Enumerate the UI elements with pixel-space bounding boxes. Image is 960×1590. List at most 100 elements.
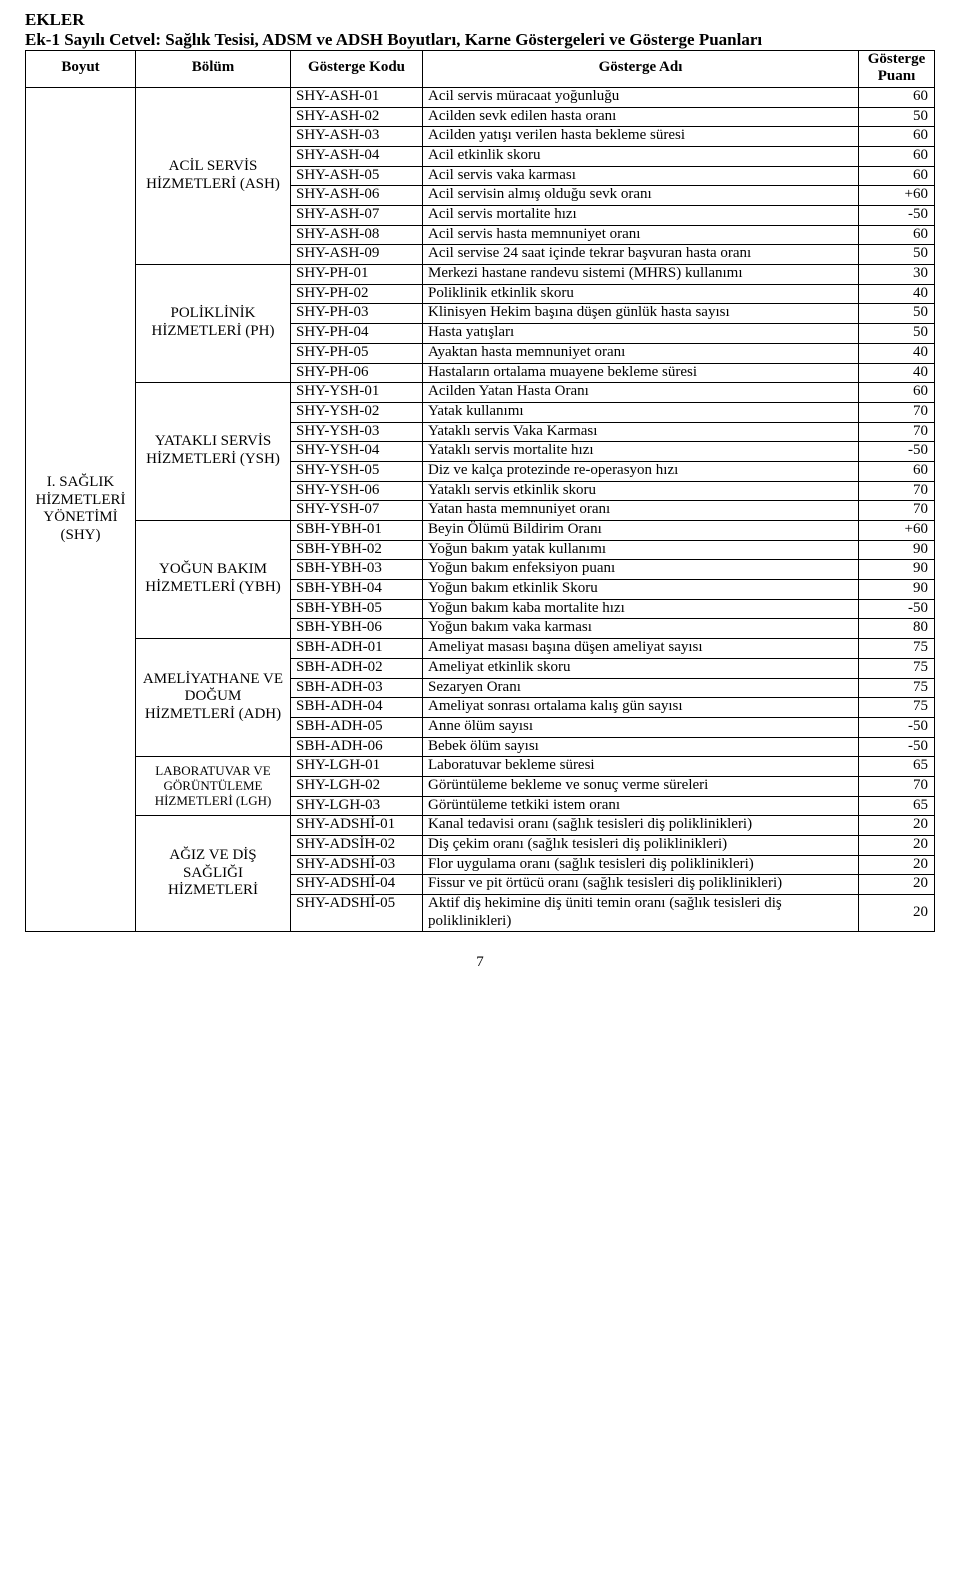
indicator-code: SHY-ASH-01 xyxy=(291,87,423,107)
indicator-name: Acil servis hasta memnuniyet oranı xyxy=(423,225,859,245)
indicator-code: SBH-YBH-04 xyxy=(291,580,423,600)
indicator-score: 50 xyxy=(859,304,935,324)
indicator-score: 20 xyxy=(859,836,935,856)
doc-heading: EKLER xyxy=(25,10,935,30)
indicator-code: SHY-ASH-04 xyxy=(291,146,423,166)
section-cell: LABORATUVAR VE GÖRÜNTÜLEME HİZMETLERİ (L… xyxy=(136,757,291,816)
section-cell: YOĞUN BAKIM HİZMETLERİ (YBH) xyxy=(136,521,291,639)
indicator-code: SHY-PH-04 xyxy=(291,324,423,344)
indicator-name: Ameliyat masası başına düşen ameliyat sa… xyxy=(423,639,859,659)
table-row: YATAKLI SERVİS HİZMETLERİ (YSH)SHY-YSH-0… xyxy=(26,383,935,403)
indicator-score: -50 xyxy=(859,442,935,462)
indicator-name: Bebek ölüm sayısı xyxy=(423,737,859,757)
indicator-score: 75 xyxy=(859,639,935,659)
indicator-code: SHY-ASH-03 xyxy=(291,127,423,147)
indicator-score: 40 xyxy=(859,343,935,363)
indicator-name: Diz ve kalça protezinde re-operasyon hız… xyxy=(423,461,859,481)
indicator-code: SHY-LGH-02 xyxy=(291,776,423,796)
indicator-score: 50 xyxy=(859,245,935,265)
indicator-score: -50 xyxy=(859,717,935,737)
indicator-score: 70 xyxy=(859,481,935,501)
indicator-code: SHY-YSH-04 xyxy=(291,442,423,462)
indicator-score: 20 xyxy=(859,875,935,895)
indicator-score: 40 xyxy=(859,363,935,383)
indicator-code: SHY-PH-06 xyxy=(291,363,423,383)
indicator-score: 60 xyxy=(859,87,935,107)
indicator-score: 50 xyxy=(859,324,935,344)
table-row: LABORATUVAR VE GÖRÜNTÜLEME HİZMETLERİ (L… xyxy=(26,757,935,777)
indicator-name: Klinisyen Hekim başına düşen günlük hast… xyxy=(423,304,859,324)
indicator-code: SBH-ADH-03 xyxy=(291,678,423,698)
indicator-name: Kanal tedavisi oranı (sağlık tesisleri d… xyxy=(423,816,859,836)
section-cell: YATAKLI SERVİS HİZMETLERİ (YSH) xyxy=(136,383,291,521)
indicator-code: SHY-ADSHİ-03 xyxy=(291,855,423,875)
indicator-score: 65 xyxy=(859,796,935,816)
indicator-code: SBH-ADH-01 xyxy=(291,639,423,659)
indicator-code: SBH-YBH-06 xyxy=(291,619,423,639)
indicator-score: -50 xyxy=(859,737,935,757)
indicator-code: SHY-YSH-01 xyxy=(291,383,423,403)
indicator-code: SBH-ADH-05 xyxy=(291,717,423,737)
indicator-name: Acil etkinlik skoru xyxy=(423,146,859,166)
col-adi: Gösterge Adı xyxy=(423,50,859,87)
indicator-name: Flor uygulama oranı (sağlık tesisleri di… xyxy=(423,855,859,875)
indicator-name: Beyin Ölümü Bildirim Oranı xyxy=(423,521,859,541)
indicator-score: 90 xyxy=(859,540,935,560)
indicator-name: Yataklı servis Vaka Karması xyxy=(423,422,859,442)
indicator-code: SHY-ADSHİ-05 xyxy=(291,895,423,932)
indicator-name: Acil servis müracaat yoğunluğu xyxy=(423,87,859,107)
doc-subtitle: Ek-1 Sayılı Cetvel: Sağlık Tesisi, ADSM … xyxy=(25,30,935,50)
indicator-code: SHY-ADSİH-02 xyxy=(291,836,423,856)
indicator-code: SBH-YBH-05 xyxy=(291,599,423,619)
indicator-name: Yataklı servis etkinlik skoru xyxy=(423,481,859,501)
indicator-code: SBH-YBH-02 xyxy=(291,540,423,560)
indicator-name: Acil servisin almış olduğu sevk oranı xyxy=(423,186,859,206)
indicator-code: SHY-YSH-07 xyxy=(291,501,423,521)
indicator-score: 60 xyxy=(859,461,935,481)
indicator-code: SHY-YSH-05 xyxy=(291,461,423,481)
indicator-code: SHY-ASH-09 xyxy=(291,245,423,265)
indicator-name: Diş çekim oranı (sağlık tesisleri diş po… xyxy=(423,836,859,856)
indicator-name: Yoğun bakım vaka karması xyxy=(423,619,859,639)
indicator-name: Yatak kullanımı xyxy=(423,402,859,422)
section-cell: POLİKLİNİK HİZMETLERİ (PH) xyxy=(136,265,291,383)
indicator-code: SHY-YSH-06 xyxy=(291,481,423,501)
table-row: AMELİYATHANE VE DOĞUM HİZMETLERİ (ADH)SB… xyxy=(26,639,935,659)
table-body: I. SAĞLIK HİZMETLERİ YÖNETİMİ (SHY)ACİL … xyxy=(26,87,935,932)
indicator-code: SHY-PH-01 xyxy=(291,265,423,285)
indicator-name: Poliklinik etkinlik skoru xyxy=(423,284,859,304)
indicator-code: SBH-ADH-06 xyxy=(291,737,423,757)
indicator-code: SHY-ADSHİ-01 xyxy=(291,816,423,836)
indicator-code: SHY-ASH-05 xyxy=(291,166,423,186)
indicator-name: Sezaryen Oranı xyxy=(423,678,859,698)
indicator-score: 70 xyxy=(859,501,935,521)
indicator-code: SBH-YBH-03 xyxy=(291,560,423,580)
indicator-code: SHY-ASH-07 xyxy=(291,206,423,226)
indicator-score: +60 xyxy=(859,186,935,206)
indicator-code: SHY-PH-03 xyxy=(291,304,423,324)
indicator-name: Acilden Yatan Hasta Oranı xyxy=(423,383,859,403)
indicator-score: 70 xyxy=(859,422,935,442)
indicator-name: Ameliyat sonrası ortalama kalış gün sayı… xyxy=(423,698,859,718)
indicator-code: SHY-LGH-03 xyxy=(291,796,423,816)
indicator-score: 90 xyxy=(859,560,935,580)
indicator-code: SHY-ASH-02 xyxy=(291,107,423,127)
indicator-name: Hastaların ortalama muayene bekleme süre… xyxy=(423,363,859,383)
indicator-name: Görüntüleme tetkiki istem oranı xyxy=(423,796,859,816)
indicator-score: 70 xyxy=(859,776,935,796)
indicator-score: 30 xyxy=(859,265,935,285)
col-bolum: Bölüm xyxy=(136,50,291,87)
col-puan: Gösterge Puanı xyxy=(859,50,935,87)
indicators-table: Boyut Bölüm Gösterge Kodu Gösterge Adı G… xyxy=(25,50,935,933)
table-header-row: Boyut Bölüm Gösterge Kodu Gösterge Adı G… xyxy=(26,50,935,87)
indicator-name: Laboratuvar bekleme süresi xyxy=(423,757,859,777)
indicator-name: Anne ölüm sayısı xyxy=(423,717,859,737)
table-row: POLİKLİNİK HİZMETLERİ (PH)SHY-PH-01Merke… xyxy=(26,265,935,285)
indicator-name: Yoğun bakım etkinlik Skoru xyxy=(423,580,859,600)
indicator-name: Yoğun bakım kaba mortalite hızı xyxy=(423,599,859,619)
page-number: 7 xyxy=(25,954,935,971)
indicator-code: SHY-ADSHİ-04 xyxy=(291,875,423,895)
indicator-name: Yatan hasta memnuniyet oranı xyxy=(423,501,859,521)
indicator-code: SBH-ADH-04 xyxy=(291,698,423,718)
indicator-score: 20 xyxy=(859,855,935,875)
